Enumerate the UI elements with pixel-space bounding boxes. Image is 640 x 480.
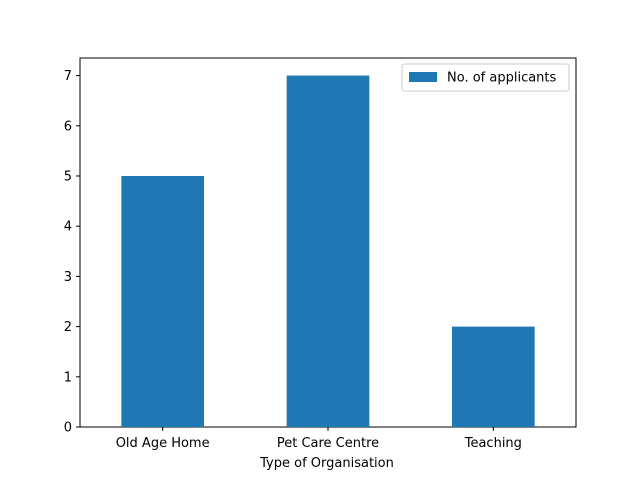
x-tick-label: Pet Care Centre (277, 436, 379, 451)
x-axis-title: Type of Organisation (259, 456, 394, 471)
y-tick-label: 3 (64, 270, 72, 285)
x-tick-label: Old Age Home (116, 436, 210, 451)
legend-swatch (409, 72, 437, 82)
y-tick-label: 2 (64, 320, 72, 335)
legend-box (401, 63, 570, 92)
bar-teaching (452, 326, 535, 427)
y-tick-label: 5 (64, 169, 72, 184)
x-axis: Old Age Home Pet Care Centre Teaching (116, 427, 522, 451)
y-tick-label: 1 (64, 370, 72, 385)
x-tick-label: Teaching (464, 436, 522, 451)
y-tick-label: 4 (64, 220, 72, 235)
y-axis: 0 1 2 3 4 5 6 7 (64, 69, 80, 436)
y-tick-label: 7 (64, 69, 72, 84)
bar-pet-care-centre (286, 75, 370, 428)
legend: No. of applicants (401, 63, 570, 92)
y-tick-label: 6 (64, 119, 72, 134)
bar-old-age-home (121, 175, 204, 427)
bars-group (121, 75, 535, 428)
legend-label: No. of applicants (447, 71, 557, 86)
y-tick-label: 0 (64, 421, 72, 436)
